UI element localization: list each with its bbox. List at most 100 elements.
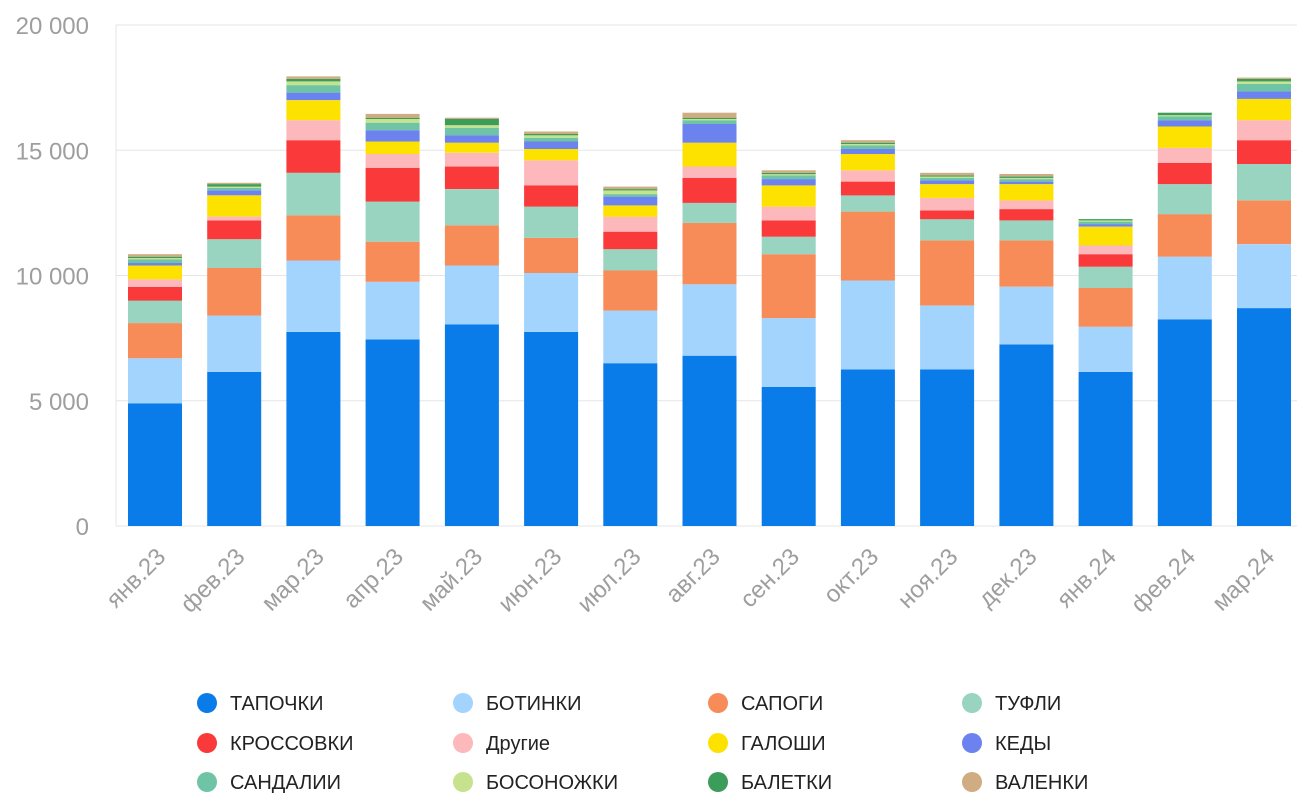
x-tick-label: янв.23 [101, 543, 171, 613]
bar-segment [365, 167, 420, 202]
bar-segment [524, 206, 579, 238]
x-tick-label: мар.23 [256, 543, 329, 616]
bar-segment [1237, 83, 1291, 92]
x-tick-label: дек.23 [973, 543, 1042, 612]
bar-segment [920, 369, 975, 526]
legend-label: БОСОНОЖКИ [486, 772, 618, 793]
bar-segment [128, 358, 182, 404]
legend-label: БАЛЕТКИ [741, 772, 832, 793]
bar-segment [840, 170, 895, 182]
bar-segment [761, 220, 816, 237]
bar-segment [840, 142, 895, 144]
bar-segment [207, 190, 262, 196]
bar-segment [920, 210, 975, 220]
legend-marker [708, 772, 728, 792]
y-tick-label: 20 000 [16, 13, 89, 40]
bar-segment [444, 127, 499, 136]
bar-segment [761, 387, 816, 526]
legend-label: САПОГИ [741, 693, 823, 715]
x-tick-label: окт.23 [819, 543, 885, 609]
bar-segment [1078, 371, 1133, 526]
bar-segment [365, 122, 420, 131]
bar-segment [1078, 326, 1133, 372]
bar-segment [1078, 221, 1133, 225]
legend-item: САНДАЛИИ [197, 772, 341, 793]
bar-segment [603, 196, 658, 206]
legend-label: Другие [486, 733, 550, 755]
bar-segment [761, 318, 816, 387]
bar-segment [444, 265, 499, 325]
bar-segment [128, 256, 182, 258]
bar-segment [682, 166, 737, 178]
bar-segment [1157, 112, 1212, 116]
bar-segment [207, 187, 262, 191]
y-tick-label: 10 000 [16, 264, 89, 291]
legend-item: САПОГИ [708, 693, 823, 715]
bar-segment [128, 254, 182, 257]
bar-segment [207, 268, 262, 316]
bar-segment [444, 117, 499, 119]
legend-marker [197, 733, 217, 753]
bar-segment [1078, 288, 1133, 327]
bar-segment [365, 154, 420, 168]
bar-segment [365, 117, 420, 119]
bar-segment [920, 219, 975, 241]
bar-segment [444, 125, 499, 128]
legend-label: ТАПОЧКИ [230, 693, 324, 715]
bar-segment [761, 236, 816, 255]
bar-segment [840, 154, 895, 171]
x-tick-label: июл.23 [572, 543, 646, 617]
legend-marker [962, 733, 982, 753]
y-axis-ticks: 0 5 000 10 000 15 000 20 000 [16, 13, 89, 541]
bar-segment [128, 403, 182, 526]
bar-segment [444, 135, 499, 143]
legend-item: ВАЛЕНКИ [962, 772, 1088, 793]
bar-segment [761, 174, 816, 176]
bar-segment [286, 100, 341, 121]
bar-segment [128, 279, 182, 287]
bar-segment [603, 363, 658, 526]
bar-segment [524, 185, 579, 207]
legend-item: КЕДЫ [962, 733, 1051, 755]
bar-segment [524, 131, 579, 134]
bar-segment [920, 180, 975, 185]
bar-segment [1237, 308, 1291, 526]
bar-segment [999, 286, 1054, 345]
bar-segment [761, 206, 816, 221]
legend-label: ГАЛОШИ [741, 733, 826, 755]
bar-segment [365, 141, 420, 154]
bar-segment [207, 239, 262, 268]
bar-segment [761, 172, 816, 175]
bar-segment [286, 85, 341, 93]
bar-segment [603, 186, 658, 190]
bar-segment [1157, 214, 1212, 257]
legend-label: КРОССОВКИ [230, 733, 353, 755]
bar-segment [682, 117, 737, 119]
bar-segment [1157, 126, 1212, 148]
bar-segment [128, 286, 182, 301]
bar-segment [603, 310, 658, 364]
y-tick-label: 5 000 [29, 389, 89, 416]
bar-segment [682, 142, 737, 167]
x-tick-label: фев.24 [1126, 543, 1201, 618]
bar-segment [1078, 245, 1133, 255]
bar-segment [1237, 91, 1291, 99]
bar-segment [444, 152, 499, 167]
bar-segment [999, 240, 1054, 287]
legend-marker [453, 772, 473, 792]
bar-segment [286, 140, 341, 173]
bar-segment [444, 166, 499, 189]
legend-item: Другие [453, 733, 550, 755]
bar-segment [128, 300, 182, 323]
bar-segment [1157, 120, 1212, 127]
bar-segment [286, 92, 341, 101]
bar-segment [761, 185, 816, 207]
bar-segment [1157, 162, 1212, 185]
bar-segment [1237, 244, 1291, 309]
bar-segment [682, 177, 737, 203]
bar-segment [920, 172, 975, 176]
bar-segment [1078, 219, 1133, 221]
bar-segment [682, 222, 737, 285]
bar-segment [761, 254, 816, 319]
x-tick-label: ноя.23 [893, 543, 964, 614]
